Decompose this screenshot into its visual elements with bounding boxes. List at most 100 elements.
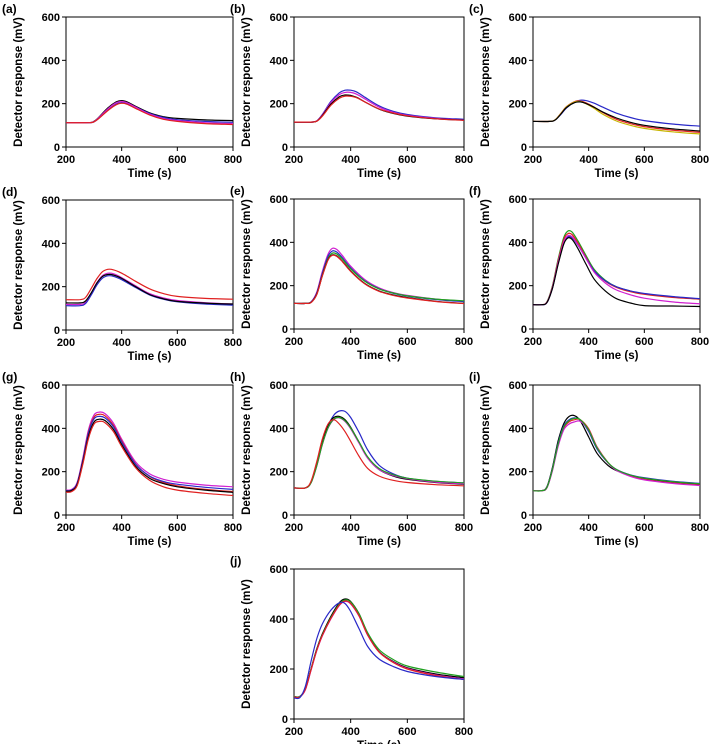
x-tick-label: 200 [524,522,542,534]
series-line-red [294,600,464,699]
plot-frame [65,16,234,148]
series-group [66,411,233,497]
y-tick-label: 600 [270,380,288,392]
x-axis-title: Time (s) [128,536,172,548]
x-tick-label: 400 [579,336,597,348]
series-group [66,268,233,307]
x-tick-label: 400 [112,337,130,349]
plot-frame [65,384,234,516]
series-group [533,99,700,135]
panel-label: (f) [469,184,481,198]
series-line-blue [533,99,700,127]
x-tick-label: 800 [455,154,473,166]
y-tick-label: 0 [54,510,60,522]
x-axis-title: Time (s) [357,740,401,744]
y-tick-label: 0 [521,142,527,154]
x-tick-label: 400 [112,154,130,166]
y-tick-label: 200 [270,467,288,479]
x-axis-title: Time (s) [595,536,639,548]
x-tick-label: 400 [112,522,130,534]
series-group [533,414,700,492]
y-tick-label: 400 [270,614,288,626]
y-tick-label: 400 [270,423,288,435]
x-tick-label: 200 [285,522,303,534]
y-axis-title: Detector response (mV) [13,200,25,330]
x-tick-label: 200 [57,522,75,534]
series-line-blue [294,250,464,305]
x-tick-label: 600 [398,154,416,166]
panel-label: (e) [230,184,245,198]
y-tick-label: 0 [521,324,527,336]
series-group [66,100,233,126]
plot-frame [293,384,465,516]
series-line-magenta [533,234,700,306]
series-group [533,229,700,308]
plot-frame [532,198,701,330]
x-tick-label: 800 [691,154,709,166]
y-tick-label: 600 [509,194,527,206]
x-tick-label: 200 [285,154,303,166]
x-tick-label: 400 [341,154,359,166]
series-line-green [533,417,700,492]
y-tick-label: 0 [282,714,288,726]
y-axis-title: Detector response (mV) [13,17,25,147]
series-line-green [294,252,464,305]
series-line-blue [294,89,464,123]
x-tick-label: 800 [224,337,242,349]
plot-frame [293,568,465,720]
series-line-magenta [533,420,700,492]
y-tick-label: 600 [270,194,288,206]
y-tick-label: 0 [282,510,288,522]
y-tick-label: 600 [270,564,288,576]
panel-label: (i) [469,370,480,384]
x-tick-label: 400 [579,522,597,534]
y-tick-label: 200 [509,99,527,111]
x-tick-label: 800 [691,522,709,534]
y-tick-label: 0 [54,325,60,337]
series-line-red [533,418,700,492]
series-line-red [66,420,233,497]
series-line-green [294,416,464,489]
x-tick-label: 600 [398,336,416,348]
y-axis-title: Detector response (mV) [480,385,492,515]
panel-label: (d) [2,185,17,199]
plot-frame [293,198,465,330]
series-line-red [294,419,464,489]
series-line-black [66,273,233,305]
y-tick-label: 400 [270,55,288,67]
series-line-blue [66,275,233,307]
y-tick-label: 600 [42,380,60,392]
series-line-magenta [66,272,233,306]
x-tick-label: 400 [341,336,359,348]
y-axis-title: Detector response (mV) [241,385,253,515]
y-axis-title: Detector response (mV) [241,579,253,709]
series-line-red [533,232,700,306]
x-tick-label: 200 [57,337,75,349]
series-line-red [294,254,464,305]
y-tick-label: 400 [42,55,60,67]
series-group [294,409,464,489]
y-tick-label: 200 [42,467,60,479]
x-tick-label: 400 [579,154,597,166]
x-tick-label: 200 [524,336,542,348]
y-axis-title: Detector response (mV) [241,17,253,147]
x-axis-title: Time (s) [128,168,172,180]
x-tick-label: 600 [398,522,416,534]
x-tick-label: 400 [341,726,359,738]
x-tick-label: 600 [635,154,653,166]
y-tick-label: 0 [54,142,60,154]
y-tick-label: 400 [509,237,527,249]
y-axis-title: Detector response (mV) [241,199,253,329]
x-tick-label: 800 [455,726,473,738]
x-tick-label: 800 [455,522,473,534]
series-line-blue [533,417,700,492]
panel-label: (b) [230,2,245,16]
